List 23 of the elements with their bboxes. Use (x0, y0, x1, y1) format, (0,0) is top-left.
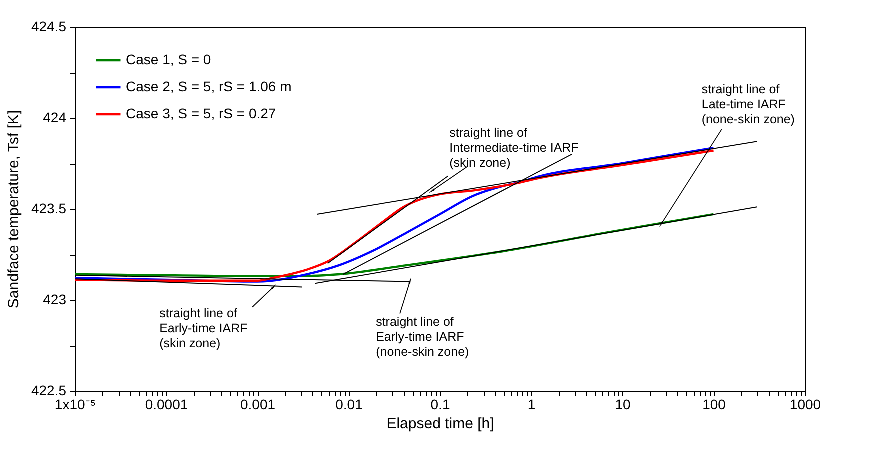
y-tick-label: 424 (43, 110, 67, 126)
x-tick-label: 10 (615, 396, 631, 412)
annotation: straight line of Intermediate-time IARF (skin zone) (450, 126, 580, 170)
x-axis-title: Elapsed time [h] (386, 416, 494, 432)
x-tick-label: 100 (702, 396, 726, 412)
x-tick-label: 0.1 (430, 396, 450, 412)
annotation: straight line of Late-time IARF (none-skin zone) (702, 82, 795, 127)
annotation: straight line of Early-time IARF (none-skin zone) (376, 314, 470, 359)
legend-label: Case 1, S = 0 (126, 52, 212, 68)
y-tick-label: 422.5 (31, 382, 67, 398)
y-tick-label: 423.5 (31, 200, 67, 216)
x-tick-label: 1 (528, 396, 536, 412)
x-tick-label: 0.0001 (145, 396, 188, 412)
x-tick-label: 0.001 (240, 396, 276, 412)
y-tick-label: 424.5 (31, 18, 67, 34)
x-tick-label: 1x10⁻⁵ (54, 396, 96, 412)
legend-label: Case 2, S = 5, rS = 1.06 m (126, 78, 292, 94)
y-tick-label: 423 (43, 292, 67, 308)
x-tick-label: 1000 (790, 396, 822, 412)
legend-label: Case 3, S = 5, rS = 0.27 (126, 106, 276, 122)
annotation: straight line of Early-time IARF (skin zone) (160, 306, 248, 350)
x-tick-label: 0.01 (336, 396, 364, 412)
y-axis-title: Sandface temperature, Tsf [K] (5, 110, 22, 309)
